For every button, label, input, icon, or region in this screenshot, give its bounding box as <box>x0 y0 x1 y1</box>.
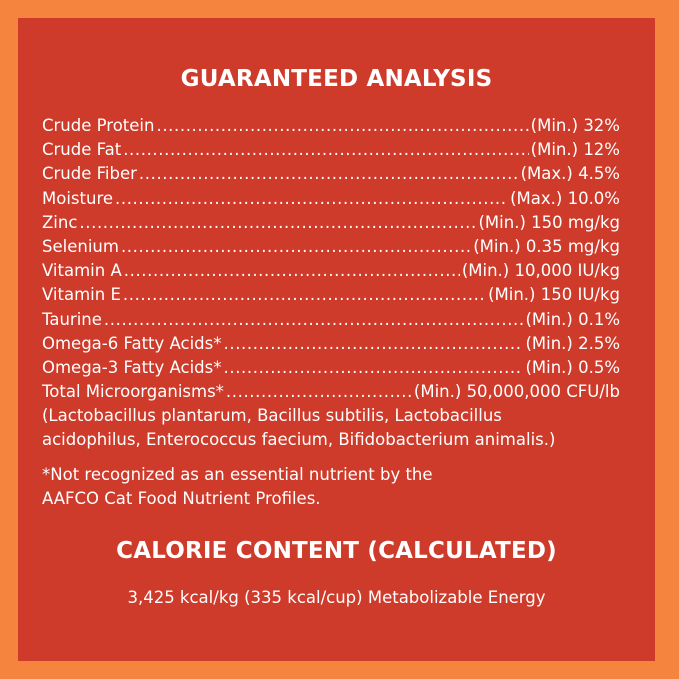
analysis-label: Vitamin A <box>42 261 122 281</box>
dot-leader <box>104 308 524 332</box>
analysis-row-selenium: Selenium (Min.) 0.35 mg/kg <box>42 235 620 259</box>
analysis-label: Selenium <box>42 236 119 256</box>
analysis-label: Omega-3 Fatty Acids* <box>42 357 222 377</box>
analysis-row-moisture: Moisture (Max.) 10.0% <box>42 187 620 211</box>
analysis-value: (Min.) 0.35 mg/kg <box>473 236 620 256</box>
analysis-value: (Max.) 4.5% <box>520 164 620 184</box>
analysis-label: Crude Fat <box>42 140 122 160</box>
footnote-line-2: AAFCO Cat Food Nutrient Profiles. <box>42 489 321 508</box>
calorie-content-title: CALORIE CONTENT (CALCULATED) <box>116 538 557 564</box>
analysis-value: (Min.) 0.5% <box>525 357 620 377</box>
nutrition-panel: GUARANTEED ANALYSIS Crude Protein (Min.)… <box>18 18 655 661</box>
analysis-label: Zinc <box>42 212 78 232</box>
dot-leader <box>156 114 528 138</box>
analysis-row-crude-fat: Crude Fat (Min.) 12% <box>42 138 620 162</box>
analysis-label: Vitamin E <box>42 285 121 305</box>
analysis-row-crude-protein: Crude Protein (Min.) 32% <box>42 114 620 138</box>
analysis-value: (Min.) 150 IU/kg <box>488 285 620 305</box>
analysis-value: (Min.) 12% <box>530 140 620 160</box>
analysis-row-crude-fiber: Crude Fiber (Max.) 4.5% <box>42 162 620 186</box>
analysis-value: (Min.) 150 mg/kg <box>478 212 620 232</box>
analysis-label: Crude Fiber <box>42 164 137 184</box>
analysis-value: (Min.) 10,000 IU/kg <box>461 261 620 281</box>
analysis-row-omega-6: Omega-6 Fatty Acids* (Min.) 2.5% <box>42 332 620 356</box>
analysis-value: (Min.) 0.1% <box>525 309 620 329</box>
microorganisms-note-line-2: acidophilus, Enterococcus faecium, Bifid… <box>42 430 556 449</box>
calorie-content-value: 3,425 kcal/kg (335 kcal/cup) Metabolizab… <box>127 588 546 607</box>
analysis-label: Taurine <box>42 309 102 329</box>
analysis-value: (Max.) 10.0% <box>510 188 620 208</box>
footnote-line-1: *Not recognized as an essential nutrient… <box>42 465 433 484</box>
analysis-row-vitamin-a: Vitamin A (Min.) 10,000 IU/kg <box>42 259 620 283</box>
analysis-label: Omega-6 Fatty Acids* <box>42 333 222 353</box>
dot-leader <box>224 356 524 380</box>
analysis-value: (Min.) 2.5% <box>525 333 620 353</box>
dot-leader <box>139 162 519 186</box>
dot-leader <box>224 332 524 356</box>
analysis-table: Crude Protein (Min.) 32% Crude Fat (Min.… <box>42 114 620 404</box>
analysis-value: (Min.) 32% <box>530 116 620 135</box>
analysis-row-omega-3: Omega-3 Fatty Acids* (Min.) 0.5% <box>42 356 620 380</box>
dot-leader <box>123 283 486 307</box>
analysis-row-vitamin-e: Vitamin E (Min.) 150 IU/kg <box>42 283 620 307</box>
dot-leader <box>226 380 412 404</box>
analysis-row-taurine: Taurine (Min.) 0.1% <box>42 308 620 332</box>
analysis-value: (Min.) 50,000,000 CFU/lb <box>413 382 620 402</box>
dot-leader <box>121 235 471 259</box>
dot-leader <box>124 259 460 283</box>
guaranteed-analysis-title: GUARANTEED ANALYSIS <box>180 66 493 92</box>
analysis-label: Crude Protein <box>42 116 155 135</box>
analysis-label: Moisture <box>42 188 114 208</box>
analysis-label: Total Microorganisms* <box>42 382 224 402</box>
dot-leader <box>123 138 528 162</box>
dot-leader <box>115 187 508 211</box>
microorganisms-note-line-1: (Lactobacillus plantarum, Bacillus subti… <box>42 406 502 425</box>
analysis-row-zinc: Zinc (Min.) 150 mg/kg <box>42 211 620 235</box>
analysis-row-total-microorganisms: Total Microorganisms* (Min.) 50,000,000 … <box>42 380 620 404</box>
dot-leader <box>79 211 476 235</box>
